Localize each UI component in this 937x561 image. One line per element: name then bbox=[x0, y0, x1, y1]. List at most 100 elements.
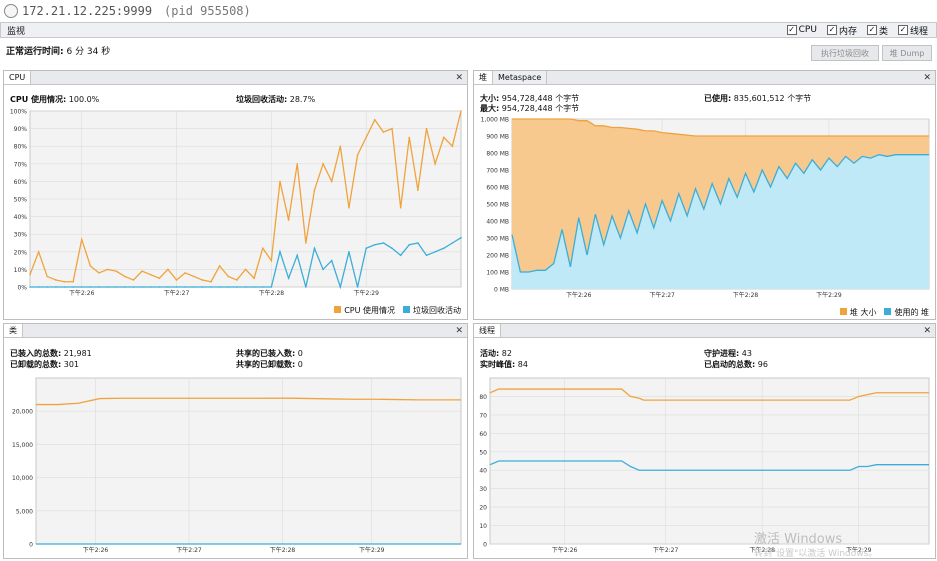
unloaded-classes-stat: 已卸载的总数: 301 bbox=[10, 359, 79, 370]
heap-panel-header: 堆 Metaspace ✕ bbox=[474, 71, 935, 85]
data-point bbox=[106, 286, 109, 288]
data-point bbox=[72, 280, 74, 283]
data-point bbox=[37, 251, 40, 253]
legend-heap-used-label: 使用的 堆 bbox=[894, 308, 929, 317]
x-tick-label: 下午2:29 bbox=[359, 546, 385, 554]
classes-panel: 类 ✕ 已装入的总数: 21,981 已卸载的总数: 301 共享的已装入数: … bbox=[3, 323, 468, 559]
y-tick-label: 20,000 bbox=[12, 409, 33, 416]
close-icon[interactable]: ✕ bbox=[455, 72, 463, 83]
data-point bbox=[417, 242, 419, 244]
tab-monitor[interactable]: 监视 bbox=[7, 26, 26, 37]
data-point bbox=[29, 273, 31, 276]
toggle-cpu-label: CPU bbox=[798, 25, 817, 35]
data-point bbox=[141, 270, 143, 272]
data-point bbox=[425, 127, 428, 130]
heap-size-stat: 大小: 954,728,448 个字节 bbox=[480, 93, 579, 104]
data-point bbox=[374, 119, 376, 121]
data-point bbox=[167, 268, 169, 271]
data-point bbox=[330, 180, 333, 183]
heap-used-stat: 已使用: 835,601,512 个字节 bbox=[704, 93, 811, 104]
tab-cpu[interactable]: CPU bbox=[4, 71, 32, 84]
data-point bbox=[63, 280, 66, 283]
data-point bbox=[339, 145, 342, 147]
heap-dump-button[interactable]: 堆 Dump bbox=[882, 45, 932, 61]
close-icon[interactable]: ✕ bbox=[923, 72, 931, 83]
y-tick-label: 0% bbox=[17, 285, 27, 292]
toggle-threads[interactable]: ✓ 线程 bbox=[897, 24, 928, 37]
uptime-value: 6 分 34 秒 bbox=[66, 47, 111, 57]
x-tick-label: 下午2:28 bbox=[259, 289, 285, 297]
threads-panel-header: 线程 ✕ bbox=[474, 324, 935, 338]
data-point bbox=[451, 145, 454, 147]
perform-gc-button[interactable]: 执行垃圾回收 bbox=[811, 45, 879, 61]
data-point bbox=[89, 286, 92, 288]
live-threads-value: 82 bbox=[501, 349, 512, 358]
data-point bbox=[408, 136, 411, 139]
y-tick-label: 60 bbox=[479, 431, 487, 438]
heap-max-label: 最大: bbox=[480, 104, 500, 113]
checkbox-icon[interactable]: ✓ bbox=[866, 25, 877, 35]
data-point bbox=[201, 279, 204, 281]
tab-classes[interactable]: 类 bbox=[4, 324, 23, 337]
uptime-label: 正常运行时间: bbox=[6, 47, 64, 57]
loaded-classes-value: 21,981 bbox=[63, 349, 92, 358]
legend-swatch-orange bbox=[334, 306, 342, 313]
data-point bbox=[46, 275, 49, 278]
data-point bbox=[399, 254, 402, 257]
data-point bbox=[80, 238, 83, 241]
x-tick-label: 下午2:29 bbox=[816, 291, 842, 299]
tab-heap[interactable]: 堆 bbox=[474, 71, 493, 84]
heap-chart: 0 MB 100 MB 200 MB 300 MB 400 MB 500 MB 600 MB… bbox=[481, 117, 930, 299]
y-tick-label: 700 MB bbox=[486, 168, 509, 175]
gc-activity-label: 垃圾回收活动: bbox=[236, 95, 288, 104]
data-point bbox=[365, 136, 367, 139]
y-tick-label: 400 MB bbox=[486, 219, 509, 226]
y-tick-label: 80% bbox=[14, 144, 28, 151]
data-point bbox=[253, 277, 255, 279]
checkbox-icon[interactable]: ✓ bbox=[786, 25, 797, 35]
tab-threads[interactable]: 线程 bbox=[474, 324, 501, 337]
toggle-classes[interactable]: ✓ 类 bbox=[866, 24, 888, 37]
data-point bbox=[236, 279, 238, 281]
y-tick-label: 30% bbox=[14, 232, 28, 239]
checkbox-icon[interactable]: ✓ bbox=[826, 25, 837, 35]
toggle-memory[interactable]: ✓ 内存 bbox=[826, 24, 857, 37]
close-icon[interactable]: ✕ bbox=[923, 325, 931, 336]
toggle-cpu[interactable]: ✓ CPU bbox=[786, 24, 817, 37]
data-point bbox=[322, 163, 324, 165]
data-point bbox=[175, 286, 178, 288]
y-tick-label: 300 MB bbox=[486, 236, 509, 243]
x-tick-label: 下午2:28 bbox=[270, 546, 296, 554]
y-tick-label: 40 bbox=[479, 468, 487, 475]
data-point bbox=[210, 280, 212, 283]
data-point bbox=[184, 272, 186, 274]
y-tick-label: 70 bbox=[479, 412, 487, 419]
data-point bbox=[192, 286, 195, 288]
data-point bbox=[46, 286, 49, 288]
data-point bbox=[55, 286, 57, 288]
unloaded-classes-value: 301 bbox=[63, 360, 80, 369]
heap-used-label: 已使用: bbox=[704, 94, 732, 103]
y-tick-label: 200 MB bbox=[486, 253, 509, 260]
data-point bbox=[175, 279, 178, 281]
data-point bbox=[313, 247, 316, 250]
legend-heap-used: 使用的 堆 bbox=[884, 307, 929, 318]
classes-panel-header: 类 ✕ bbox=[4, 324, 467, 338]
data-point bbox=[149, 286, 152, 288]
data-point bbox=[124, 286, 126, 288]
shared-loaded-label: 共享的已装入数: bbox=[236, 349, 296, 358]
y-tick-label: 100% bbox=[10, 109, 27, 116]
y-tick-label: 600 MB bbox=[486, 185, 509, 192]
data-point bbox=[287, 219, 290, 221]
live-threads-stat: 活动: 82 bbox=[480, 348, 512, 359]
tab-metaspace[interactable]: Metaspace bbox=[493, 71, 548, 84]
legend-swatch-orange bbox=[839, 308, 847, 315]
close-icon[interactable]: ✕ bbox=[455, 325, 463, 336]
y-tick-label: 40% bbox=[14, 214, 28, 221]
toggle-classes-label: 类 bbox=[878, 26, 888, 37]
x-tick-label: 下午2:28 bbox=[749, 546, 775, 554]
cpu-legend: CPU 使用情况 垃圾回收活动 bbox=[334, 305, 461, 316]
checkbox-icon[interactable]: ✓ bbox=[897, 25, 908, 35]
data-point bbox=[391, 127, 393, 130]
peak-threads-label: 实时峰值: bbox=[480, 360, 516, 369]
